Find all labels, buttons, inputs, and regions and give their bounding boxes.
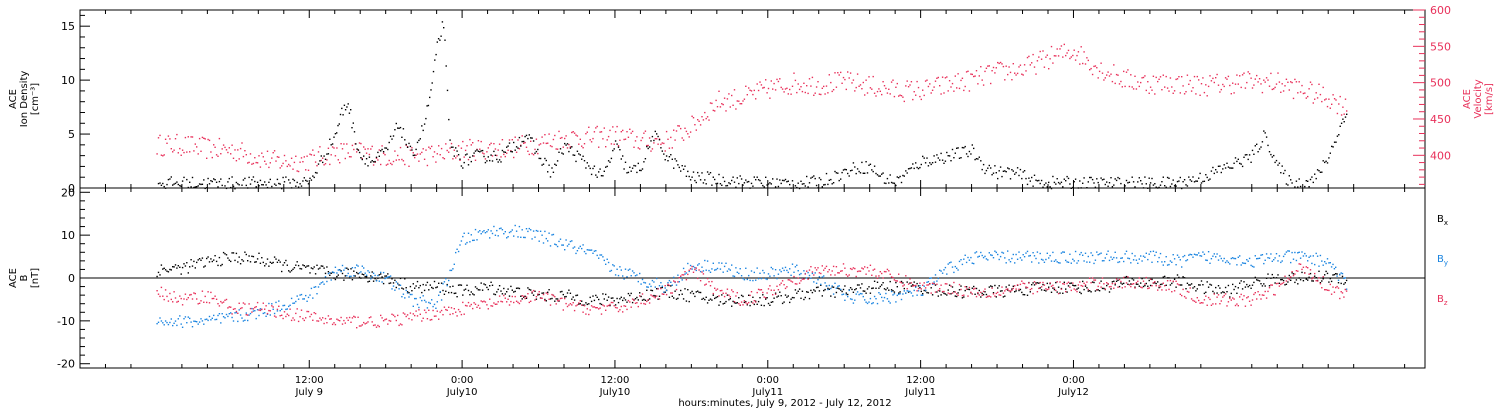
series-bx xyxy=(156,251,1348,307)
y-tick-label: 10 xyxy=(61,74,75,87)
series-bz xyxy=(156,263,1348,329)
x-tick-label-time: 12:00 xyxy=(295,375,324,386)
y-tick-label: 0 xyxy=(68,272,75,285)
top-panel-density-velocity: 0 5 10 15 400 450 500 550 600 ACEIon Density[cm⁻³… xyxy=(8,4,1495,195)
velocity-series xyxy=(156,43,1348,173)
x-tick-label-date: July11 xyxy=(751,387,783,398)
top-panel-frame xyxy=(79,9,1426,189)
x-tick-label-time: 12:00 xyxy=(906,375,935,386)
y-tick-label: 0 xyxy=(68,182,75,195)
bottom-panel-magnetic-field: -20 -10 0 10 20 ACEB[nT] Bx By Bz xyxy=(8,186,1448,370)
legend-bx: Bx xyxy=(1437,214,1448,227)
y2-tick-label: 500 xyxy=(1430,77,1451,90)
x-axis-label: hours:minutes, July 9, 2012 - July 12, 2… xyxy=(678,398,891,409)
y-axis-label-density: ACEIon Density[cm⁻³] xyxy=(8,71,41,128)
y2-tick-label: 400 xyxy=(1430,149,1451,162)
y2-tick-label: 450 xyxy=(1430,113,1451,126)
y-tick-label: 5 xyxy=(68,128,75,141)
x-tick-label-time: 12:00 xyxy=(601,375,630,386)
x-tick-label-date: July11 xyxy=(904,387,936,398)
y-tick-label: -20 xyxy=(57,358,75,371)
y2-axis-label-velocity: ACEVelocity[km/s] xyxy=(1462,79,1495,118)
x-tick-label-date: July 9 xyxy=(294,387,323,398)
x-tick-label-time: 0:00 xyxy=(1062,375,1084,386)
series-by xyxy=(156,224,1348,328)
y-tick-label: 20 xyxy=(61,186,75,199)
legend-bz: Bz xyxy=(1437,294,1448,307)
y2-tick-label: 600 xyxy=(1430,4,1451,17)
x-tick-label-date: July10 xyxy=(599,387,631,398)
y-tick-label: 10 xyxy=(61,229,75,242)
x-tick-label-date: July10 xyxy=(446,387,478,398)
density-series xyxy=(157,21,1348,190)
x-tick-label-date: July12 xyxy=(1057,387,1089,398)
y-axis-label-field: ACEB[nT] xyxy=(8,268,41,288)
y-tick-label: -10 xyxy=(57,315,75,328)
y2-tick-label: 550 xyxy=(1430,40,1451,53)
y-tick-label: 15 xyxy=(61,20,75,33)
legend-by: By xyxy=(1437,254,1448,267)
x-tick-label-time: 0:00 xyxy=(757,375,779,386)
x-tick-label-time: 0:00 xyxy=(451,375,473,386)
